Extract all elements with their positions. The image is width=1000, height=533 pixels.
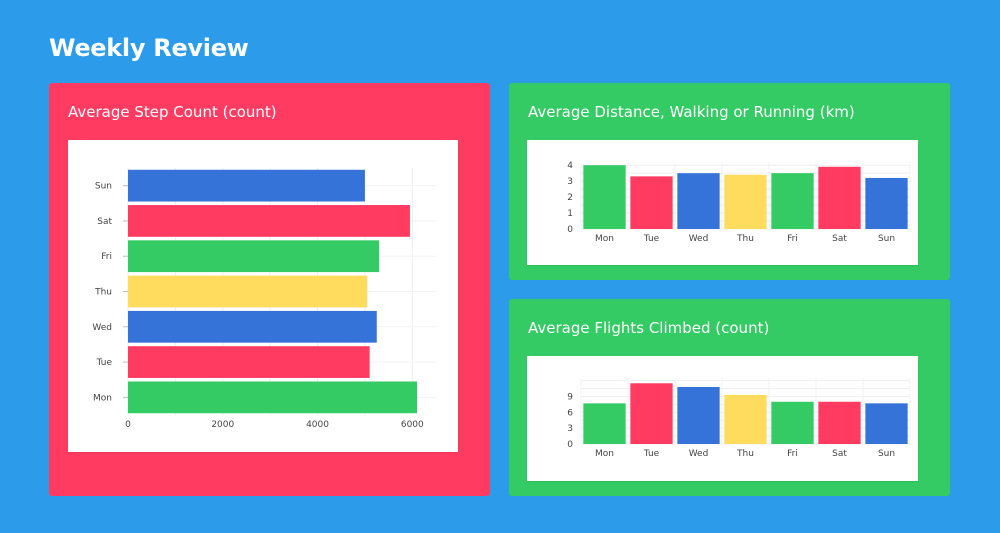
bar-fri [128, 240, 380, 273]
y-tick-label: 0 [567, 225, 573, 235]
steps-panel: Average Step Count (count) Mon Tue Wed Thu F… [49, 83, 490, 496]
bar-sat [128, 205, 410, 237]
bar-mon [128, 381, 418, 414]
y-tick-label: Wed [92, 323, 112, 333]
bar-sun [865, 403, 908, 444]
x-tick-label: Wed [689, 449, 709, 459]
bar-mon [583, 403, 626, 444]
bar-wed [677, 386, 720, 444]
bar-tue [630, 383, 673, 444]
y-tick-label: 3 [567, 424, 573, 434]
y-tick-label: 1 [567, 209, 573, 219]
flights-chart-card: Mon Tue Wed Thu Fri Sat Sun 0 3 6 9 [527, 356, 918, 481]
distance-chart: Mon Tue Wed Thu Fri Sat Sun 0 1 2 3 4 [567, 161, 911, 244]
y-tick-label: Thu [94, 288, 112, 298]
bar-sat [818, 401, 861, 444]
distance-panel-title: Average Distance, Walking or Running (km… [528, 103, 855, 121]
bar-sun [865, 177, 908, 229]
bar-wed [677, 173, 720, 229]
x-tick-label: 6000 [401, 420, 424, 430]
steps-chart: Mon Tue Wed Thu Fri Sat Sun 0 2000 4000 6000 [92, 168, 436, 430]
bar-mon [583, 165, 626, 229]
y-tick-label: 0 [567, 440, 573, 450]
x-tick-label: Thu [736, 449, 754, 459]
steps-panel-title: Average Step Count (count) [68, 103, 277, 121]
y-tick-label: Fri [101, 252, 112, 262]
bar-fri [771, 401, 814, 444]
bar-thu [724, 174, 767, 229]
x-tick-label: Tue [643, 234, 660, 244]
x-tick-label: Tue [643, 449, 660, 459]
y-tick-label: 4 [567, 161, 573, 171]
y-tick-label: Tue [96, 358, 113, 368]
y-tick-label: Sun [95, 182, 112, 192]
x-tick-label: 2000 [211, 420, 234, 430]
bar-tue [630, 176, 673, 229]
flights-chart: Mon Tue Wed Thu Fri Sat Sun 0 3 6 9 [567, 378, 911, 459]
bar-tue [128, 346, 370, 378]
flights-panel-title: Average Flights Climbed (count) [528, 319, 770, 337]
y-tick-label: Mon [93, 393, 112, 403]
flights-panel: Average Flights Climbed (count) Mon Tue We… [509, 299, 950, 496]
page-title: Weekly Review [49, 34, 249, 62]
y-tick-label: Sat [97, 217, 112, 227]
distance-chart-card: Mon Tue Wed Thu Fri Sat Sun 0 1 2 3 4 [527, 140, 918, 265]
x-tick-label: Wed [689, 234, 709, 244]
y-tick-label: 2 [567, 193, 573, 203]
distance-panel: Average Distance, Walking or Running (km… [509, 83, 950, 280]
x-tick-label: Sat [832, 449, 847, 459]
x-tick-label: Sun [878, 449, 895, 459]
bar-sun [128, 169, 365, 202]
x-tick-label: 0 [125, 420, 131, 430]
x-tick-label: Mon [595, 234, 614, 244]
y-tick-label: 9 [567, 392, 573, 402]
x-tick-label: Sat [832, 234, 847, 244]
x-tick-label: Fri [787, 234, 798, 244]
bar-fri [771, 173, 814, 229]
bar-thu [128, 275, 368, 308]
x-tick-label: Mon [595, 449, 614, 459]
bar-wed [128, 310, 377, 343]
x-tick-label: 4000 [306, 420, 329, 430]
y-tick-label: 3 [567, 177, 573, 187]
x-tick-label: Sun [878, 234, 895, 244]
y-tick-label: 6 [567, 408, 573, 418]
bar-thu [724, 394, 767, 444]
x-tick-label: Fri [787, 449, 798, 459]
steps-chart-card: Mon Tue Wed Thu Fri Sat Sun 0 2000 4000 6000 [68, 140, 458, 452]
x-tick-label: Thu [736, 234, 754, 244]
bar-sat [818, 166, 861, 229]
